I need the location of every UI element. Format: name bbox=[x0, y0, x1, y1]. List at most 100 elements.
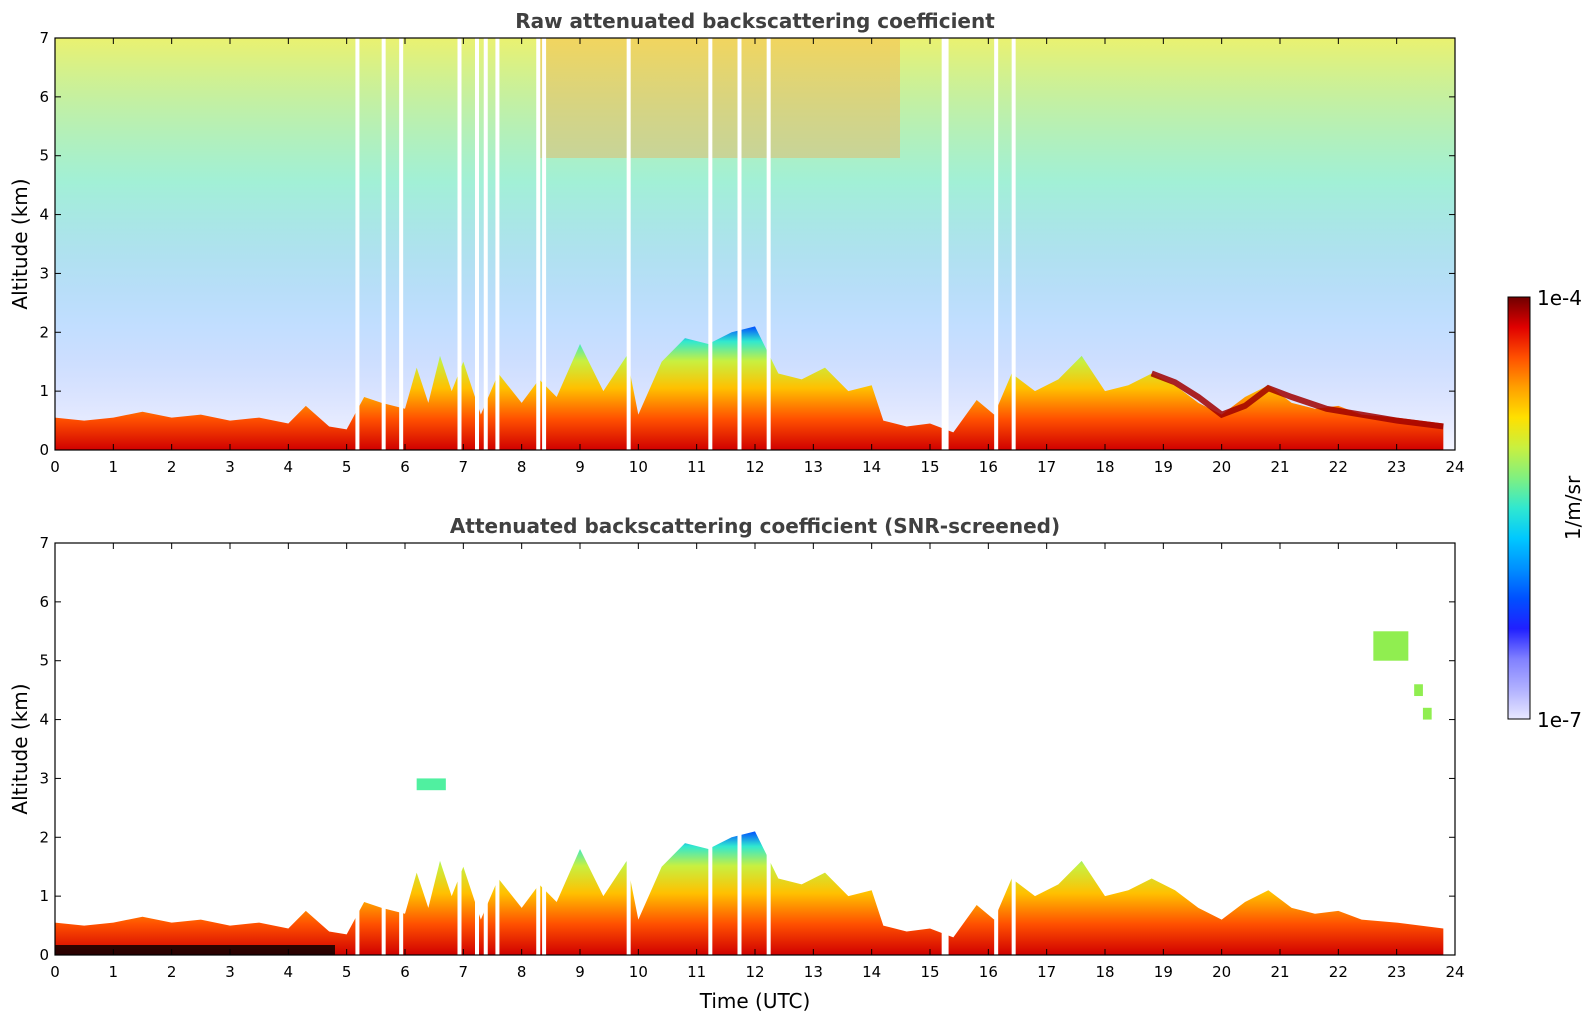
data-gap bbox=[1011, 543, 1016, 955]
x-tick-label: 20 bbox=[1212, 963, 1231, 981]
data-gap bbox=[483, 543, 488, 955]
x-tick-label: 16 bbox=[979, 963, 998, 981]
data-gap bbox=[475, 543, 479, 955]
x-tick-label: 23 bbox=[1387, 458, 1406, 476]
x-tick-label: 13 bbox=[804, 458, 823, 476]
data-gap bbox=[994, 38, 999, 450]
x-tick-label: 19 bbox=[1154, 963, 1173, 981]
x-tick-label: 12 bbox=[745, 458, 764, 476]
data-gap bbox=[1011, 38, 1016, 450]
y-tick-label: 7 bbox=[39, 29, 49, 47]
x-tick-label: 0 bbox=[50, 458, 60, 476]
x-tick-label: 8 bbox=[517, 963, 527, 981]
chart-title-screened: Attenuated backscattering coefficient (S… bbox=[450, 514, 1060, 538]
data-gap bbox=[737, 38, 742, 450]
x-tick-label: 6 bbox=[400, 458, 410, 476]
noise-overlay-warm bbox=[540, 38, 900, 158]
x-tick-label: 1 bbox=[109, 963, 119, 981]
x-tick-label: 13 bbox=[804, 963, 823, 981]
surface-saturation-band bbox=[55, 945, 335, 955]
x-tick-label: 14 bbox=[862, 963, 881, 981]
x-tick-label: 23 bbox=[1387, 963, 1406, 981]
x-ticks-screened: 0 1 2 3 4 5 6 7 8 9 10 11 12 13 14 15 16 17 18 19 20 21 22 23 24 bbox=[50, 543, 1465, 981]
data-gap bbox=[475, 38, 479, 450]
boundary-layer-screened bbox=[55, 831, 1444, 955]
x-tick-label: 5 bbox=[342, 963, 352, 981]
x-tick-label: 6 bbox=[400, 963, 410, 981]
x-tick-label: 21 bbox=[1270, 963, 1289, 981]
data-gap bbox=[495, 543, 500, 955]
cloud-patch bbox=[1414, 684, 1423, 697]
x-tick-label: 16 bbox=[979, 458, 998, 476]
data-gap bbox=[944, 38, 949, 450]
y-tick-label: 4 bbox=[39, 206, 49, 224]
data-gap bbox=[457, 38, 462, 450]
y-tick-label: 0 bbox=[39, 946, 49, 964]
x-tick-label: 8 bbox=[517, 458, 527, 476]
x-tick-label: 18 bbox=[1095, 963, 1114, 981]
data-gap bbox=[536, 38, 541, 450]
data-gap bbox=[355, 543, 360, 955]
x-tick-label: 10 bbox=[629, 963, 648, 981]
x-tick-label: 9 bbox=[575, 963, 585, 981]
data-gaps bbox=[355, 38, 1016, 450]
data-gap bbox=[944, 543, 949, 955]
x-tick-label: 10 bbox=[629, 458, 648, 476]
y-ticks-raw: 0 1 2 3 4 5 6 7 bbox=[39, 29, 1455, 459]
x-tick-label: 3 bbox=[225, 458, 235, 476]
x-tick-label: 18 bbox=[1095, 458, 1114, 476]
x-tick-label: 14 bbox=[862, 458, 881, 476]
data-gap bbox=[536, 543, 541, 955]
x-axis-label: Time (UTC) bbox=[699, 989, 811, 1013]
heatmap-raw bbox=[55, 38, 1455, 450]
y-tick-label: 6 bbox=[39, 593, 49, 611]
data-gap bbox=[381, 543, 386, 955]
data-gap bbox=[766, 543, 771, 955]
x-tick-label: 24 bbox=[1445, 458, 1464, 476]
data-gap bbox=[766, 38, 771, 450]
elevated-aerosol-layer bbox=[1150, 370, 1444, 430]
colorbar-gradient bbox=[1507, 296, 1531, 720]
x-tick-label: 22 bbox=[1329, 963, 1348, 981]
x-tick-label: 15 bbox=[920, 458, 939, 476]
y-tick-label: 2 bbox=[39, 323, 49, 341]
data-gap bbox=[941, 38, 946, 450]
y-ticks-screened: 0 1 2 3 4 5 6 7 bbox=[39, 534, 1455, 964]
y-axis-label-screened: Altitude (km) bbox=[8, 683, 32, 814]
data-gap bbox=[495, 38, 500, 450]
data-gap bbox=[457, 543, 462, 955]
x-tick-label: 1 bbox=[109, 458, 119, 476]
data-gap bbox=[708, 38, 713, 450]
data-gap bbox=[542, 38, 547, 450]
cloud-patch bbox=[1373, 631, 1409, 661]
colorbar: 1e-4 1e-7 1/m/sr bbox=[1507, 286, 1585, 732]
x-ticks-raw: 0 1 2 3 4 5 6 7 8 9 10 11 12 13 14 15 16 17 18 19 20 21 22 23 24 bbox=[50, 38, 1465, 476]
cloud-patch bbox=[416, 778, 446, 791]
x-tick-label: 5 bbox=[342, 458, 352, 476]
y-tick-label: 1 bbox=[39, 382, 49, 400]
x-tick-label: 12 bbox=[745, 963, 764, 981]
x-tick-label: 4 bbox=[284, 963, 294, 981]
colorbar-max-label: 1e-4 bbox=[1537, 286, 1582, 310]
y-tick-label: 3 bbox=[39, 769, 49, 787]
x-tick-label: 7 bbox=[459, 963, 469, 981]
data-gap bbox=[626, 38, 631, 450]
y-tick-label: 7 bbox=[39, 534, 49, 552]
cloud-patch bbox=[1422, 707, 1432, 720]
x-tick-label: 17 bbox=[1037, 963, 1056, 981]
data-gap bbox=[626, 543, 631, 955]
x-tick-label: 11 bbox=[687, 458, 706, 476]
x-tick-label: 9 bbox=[575, 458, 585, 476]
y-tick-label: 1 bbox=[39, 887, 49, 905]
x-tick-label: 19 bbox=[1154, 458, 1173, 476]
x-tick-label: 22 bbox=[1329, 458, 1348, 476]
x-tick-label: 17 bbox=[1037, 458, 1056, 476]
x-tick-label: 4 bbox=[284, 458, 294, 476]
x-tick-label: 2 bbox=[167, 458, 177, 476]
y-axis-label-raw: Altitude (km) bbox=[8, 178, 32, 309]
x-tick-label: 11 bbox=[687, 963, 706, 981]
data-gap bbox=[708, 543, 713, 955]
y-tick-label: 4 bbox=[39, 711, 49, 729]
y-tick-label: 5 bbox=[39, 147, 49, 165]
